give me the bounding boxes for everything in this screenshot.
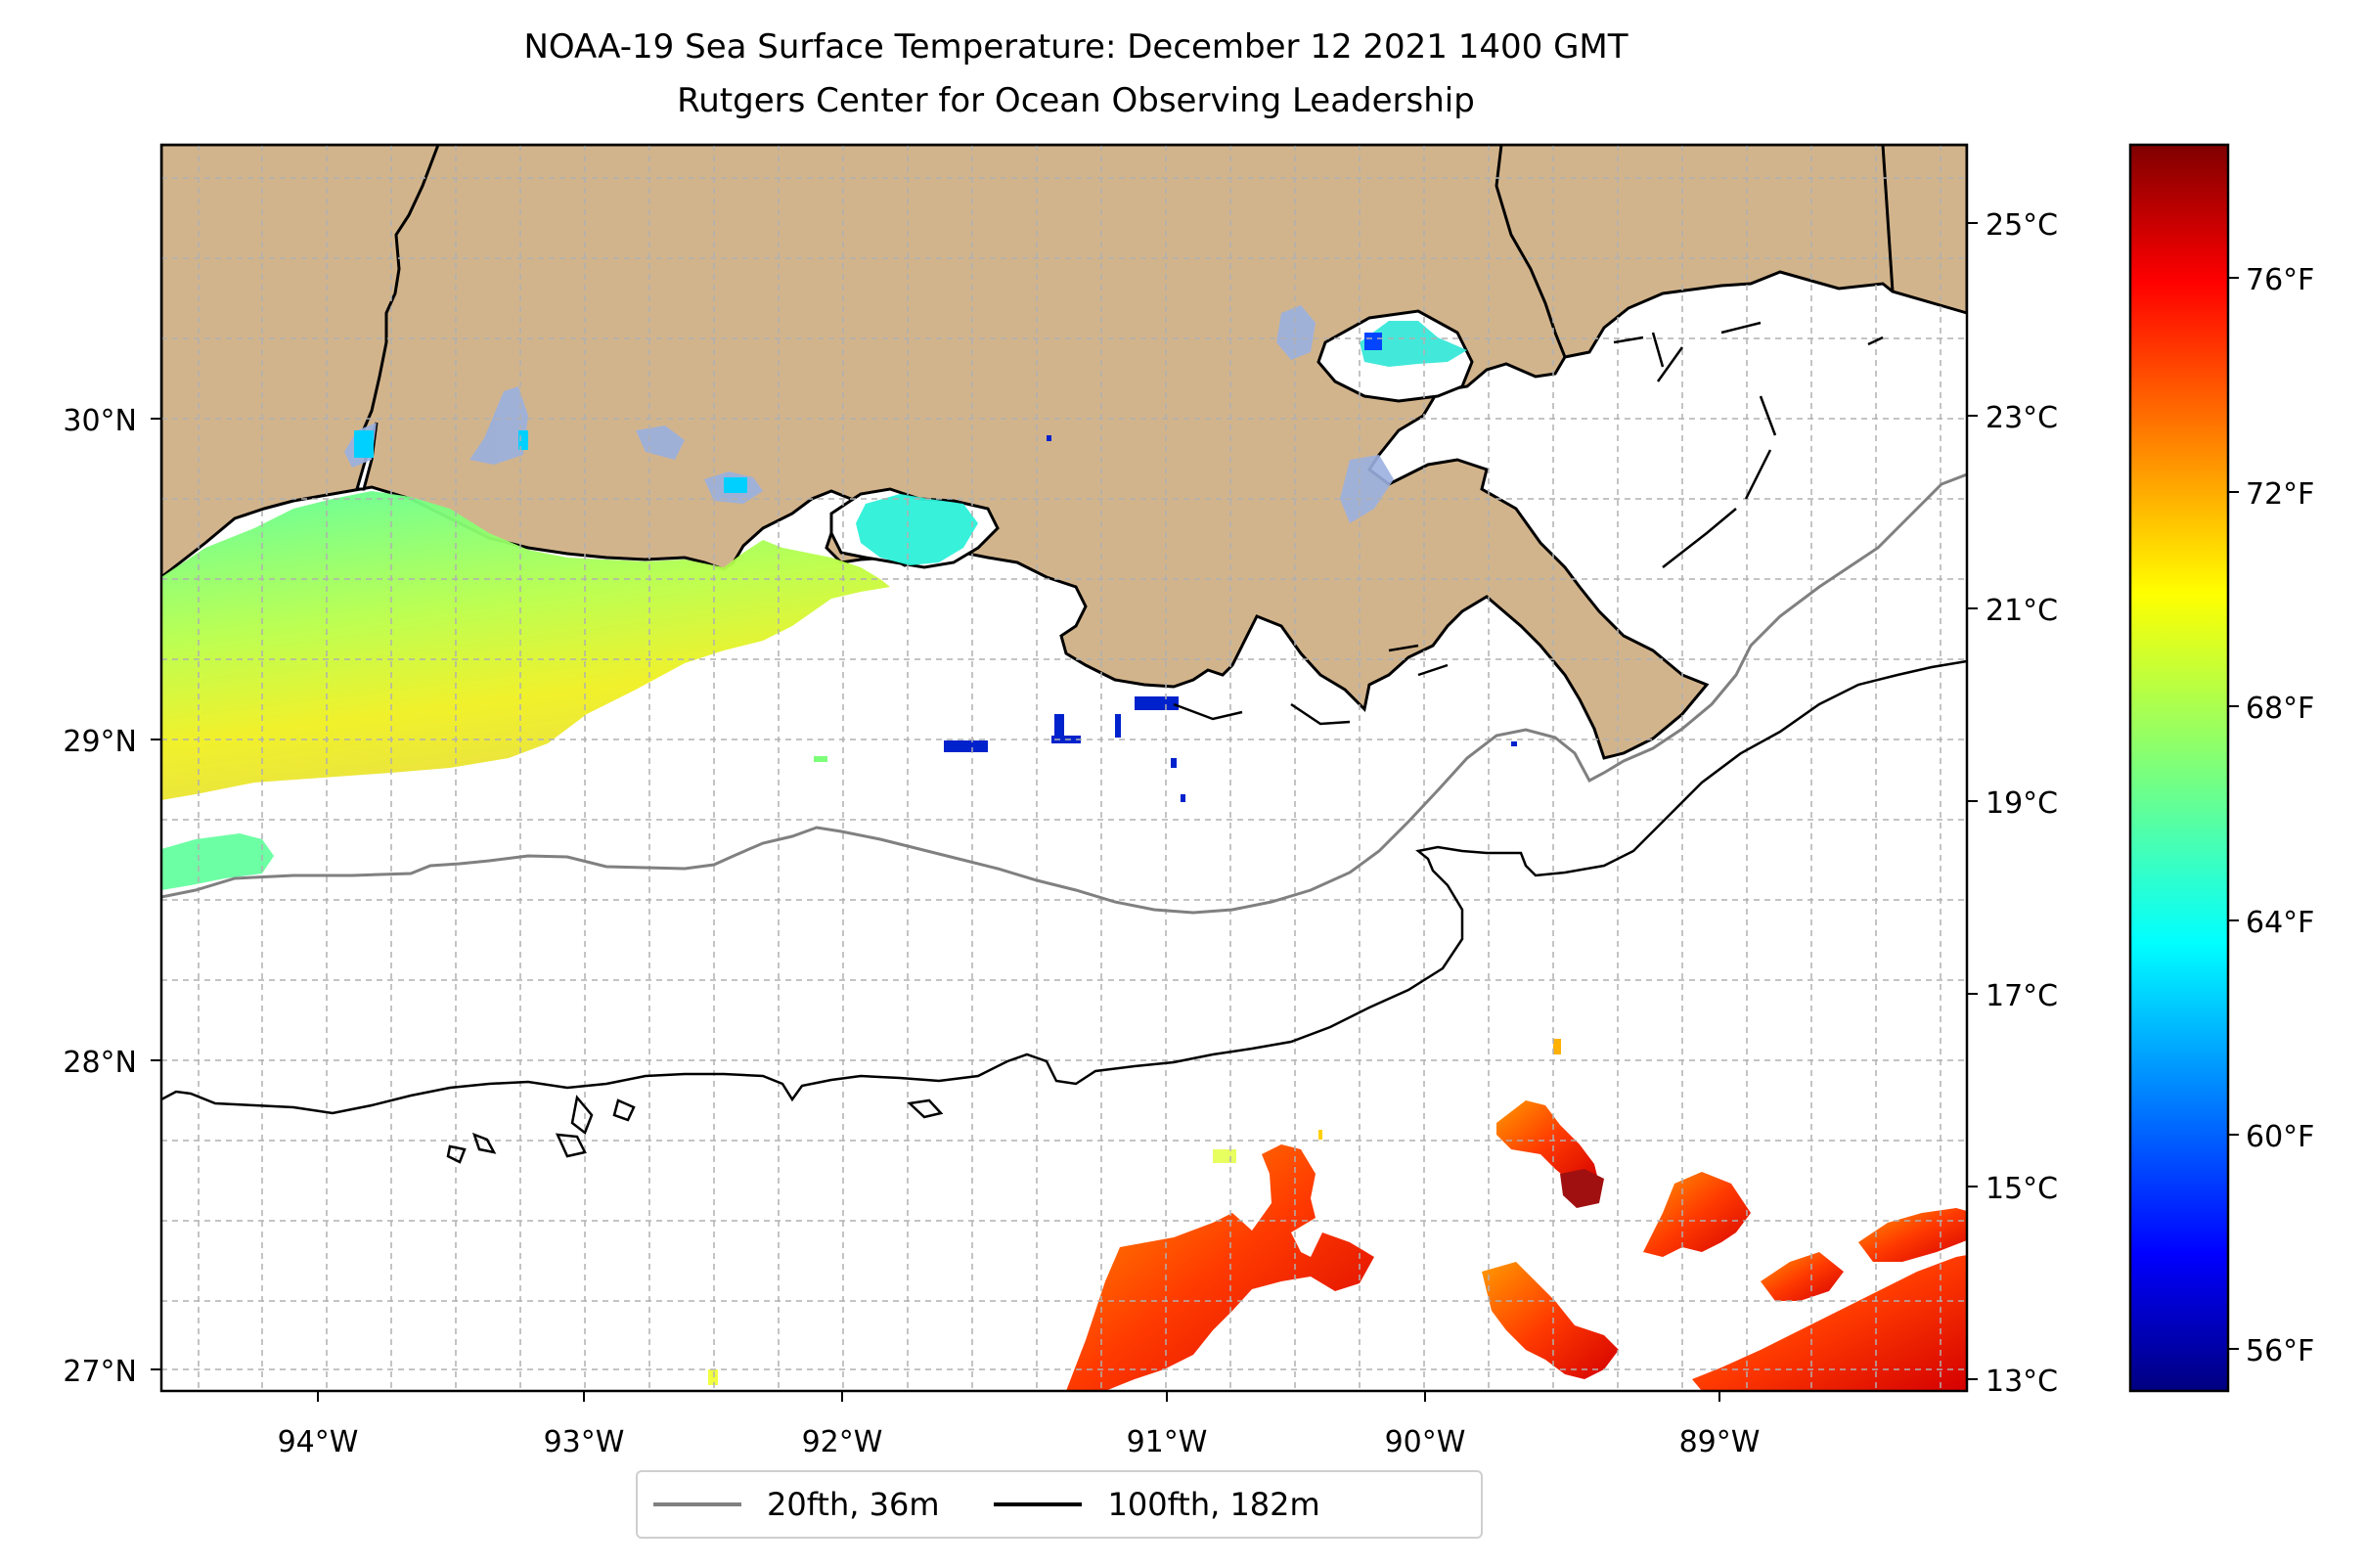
lon-tick-label: 91°W [1127, 1425, 1208, 1459]
sst-patch-lake [1360, 321, 1467, 367]
celsius-tick-label: 25°C [1986, 208, 2058, 243]
sst-patch-warm [1066, 1100, 1967, 1391]
celsius-tick-label: 19°C [1986, 786, 2058, 821]
sst-patch-nearshore [161, 491, 890, 800]
isobath-small-features [446, 321, 1884, 1164]
sst-patch-yellow [1553, 1039, 1561, 1054]
lon-ticks [317, 1391, 1720, 1402]
map-frame [159, 143, 1969, 1393]
lat-tick-label: 30°N [63, 404, 137, 438]
sst-patch-yellow [1213, 1149, 1236, 1163]
sst-green-pixel [814, 756, 827, 762]
fahrenheit-tick-label: 64°F [2246, 906, 2314, 940]
sst-patch-yellow [1318, 1130, 1322, 1140]
celsius-tick-label: 13°C [1986, 1365, 2058, 1399]
map-gridlines [161, 145, 1967, 1391]
fahrenheit-tick-label: 56°F [2246, 1334, 2314, 1368]
colorbar [2128, 143, 2230, 1393]
fahrenheit-tick-label: 60°F [2246, 1120, 2314, 1154]
state-border [1495, 145, 1567, 358]
legend-label: 20fth, 36m [767, 1486, 940, 1523]
celsius-tick-label: 23°C [1986, 401, 2058, 435]
legend-item-20fth: 20fth, 36m [653, 1486, 939, 1523]
legend-item-100fth: 100fth, 182m [994, 1486, 1320, 1523]
sst-patch-hot [1560, 1169, 1604, 1208]
sst-patch-bay [856, 494, 978, 565]
sst-patch-lake [1364, 333, 1382, 350]
celsius-tick-label: 17°C [1986, 979, 2058, 1013]
map-area [161, 145, 1967, 1391]
sst-patch-yellow [708, 1369, 718, 1385]
lat-ticks [151, 418, 161, 1370]
fahrenheit-tick-label: 72°F [2246, 477, 2314, 512]
legend-label: 100fth, 182m [1107, 1486, 1320, 1523]
isobath-20fth [161, 472, 1967, 915]
lon-tick-label: 94°W [278, 1425, 359, 1459]
map-title: NOAA-19 Sea Surface Temperature: Decembe… [523, 27, 1629, 67]
sst-cyan-pixels [354, 430, 747, 493]
fahrenheit-tick-label: 76°F [2246, 263, 2314, 297]
lat-tick-label: 28°N [63, 1046, 137, 1080]
celsius-tick-label: 15°C [1986, 1172, 2058, 1206]
state-border [1881, 145, 1895, 292]
colorbar-fahrenheit-ticks [2228, 277, 2239, 1350]
lat-tick-label: 29°N [63, 725, 137, 759]
lon-tick-label: 89°W [1679, 1425, 1761, 1459]
colorbar-celsius-ticks [1967, 222, 1978, 1380]
state-border [355, 145, 440, 446]
map-subtitle: Rutgers Center for Ocean Observing Leade… [677, 81, 1475, 120]
lat-tick-label: 27°N [63, 1355, 137, 1389]
legend: 20fth, 36m 100fth, 182m [636, 1470, 1483, 1539]
legend-line-black [994, 1502, 1083, 1506]
legend-line-grey [653, 1502, 741, 1506]
fahrenheit-tick-label: 68°F [2246, 692, 2314, 726]
lon-tick-label: 92°W [802, 1425, 883, 1459]
cloud-mask-patches [344, 305, 1394, 523]
sst-patch-nearshore [161, 833, 274, 890]
lon-tick-label: 93°W [544, 1425, 625, 1459]
isobath-100fth [161, 659, 1967, 1115]
lon-tick-label: 90°W [1385, 1425, 1466, 1459]
celsius-tick-label: 21°C [1986, 594, 2058, 628]
